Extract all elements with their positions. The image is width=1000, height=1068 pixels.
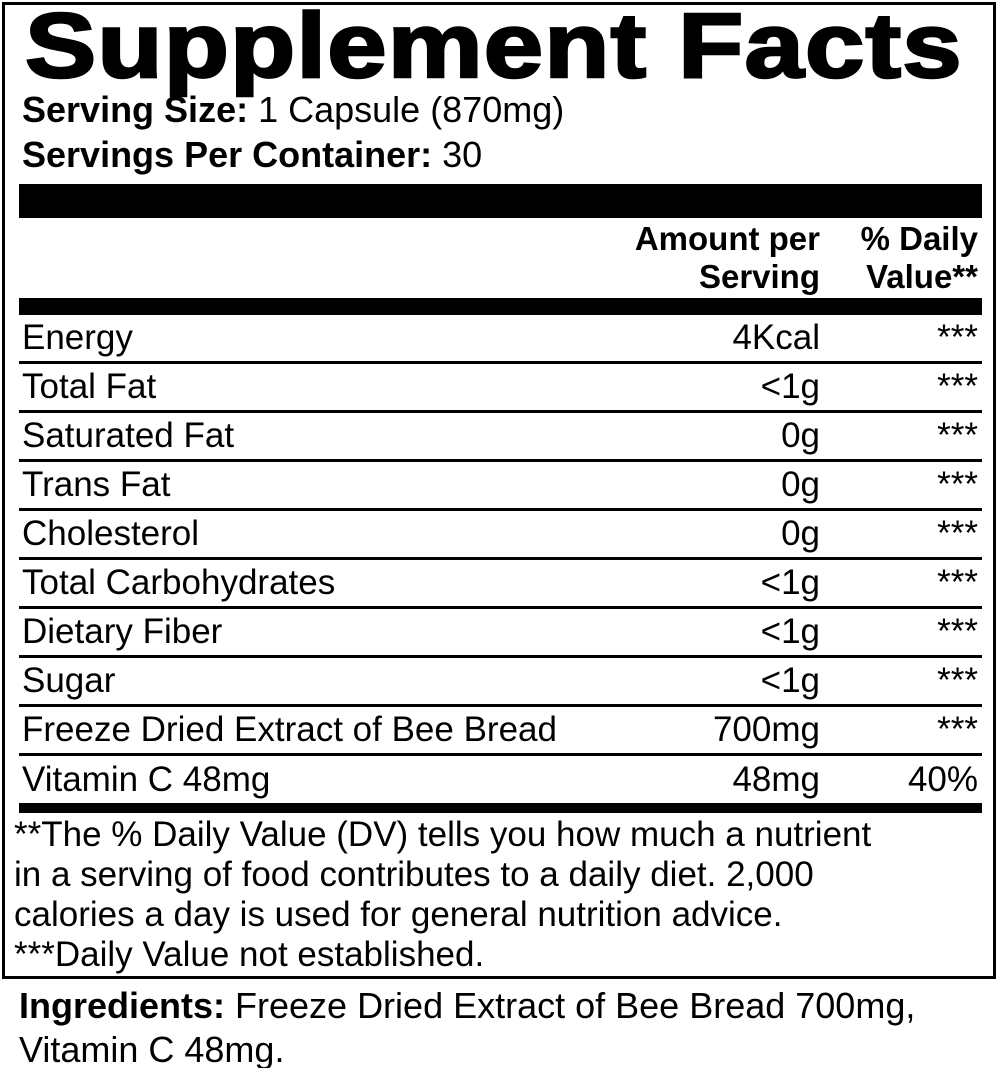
row-amount: <1g	[760, 661, 820, 700]
table-row: Freeze Dried Extract of Bee Bread 700mg …	[19, 707, 982, 756]
table-row: Total Carbohydrates <1g ***	[19, 560, 982, 609]
servings-per-container-label: Servings Per Container:	[22, 134, 433, 175]
column-headers: Amount per Serving % Daily Value**	[19, 218, 982, 298]
row-label: Cholesterol	[22, 514, 200, 553]
table-row: Cholesterol 0g ***	[19, 511, 982, 560]
row-label: Total Fat	[22, 367, 157, 406]
row-amount: 4Kcal	[732, 318, 820, 357]
thick-divider-middle	[19, 298, 982, 315]
row-amount: <1g	[760, 367, 820, 406]
row-amount: 700mg	[712, 710, 820, 749]
table-row: Vitamin C 48mg 48mg 40%	[19, 756, 982, 803]
serving-info: Serving Size: 1 Capsule (870mg) Servings…	[5, 87, 993, 177]
row-dv: ***	[937, 710, 978, 749]
nutrient-rows: Energy 4Kcal *** Total Fat <1g *** Satur…	[19, 315, 982, 803]
row-label: Trans Fat	[22, 465, 171, 504]
servings-per-container-line: Servings Per Container: 30	[22, 132, 993, 177]
supplement-facts-panel: Supplement Facts Serving Size: 1 Capsule…	[2, 0, 996, 979]
ingredients-label: Ingredients:	[19, 985, 226, 1026]
table-row: Dietary Fiber <1g ***	[19, 609, 982, 658]
table-row: Saturated Fat 0g ***	[19, 413, 982, 462]
row-amount: 0g	[781, 416, 820, 455]
table-row: Total Fat <1g ***	[19, 364, 982, 413]
row-amount: 48mg	[732, 759, 820, 799]
ingredients-line2: Vitamin C 48mg.	[19, 1029, 285, 1068]
row-dv: ***	[937, 367, 978, 406]
row-label: Dietary Fiber	[22, 612, 223, 651]
dv-header-line1: % Daily	[860, 220, 978, 257]
daily-value-header: % Daily Value**	[820, 220, 982, 296]
row-amount: 0g	[781, 465, 820, 504]
amount-header-line1: Amount per	[634, 220, 820, 257]
amount-per-serving-header: Amount per Serving	[620, 220, 820, 296]
ingredients-line1-text: Freeze Dried Extract of Bee Bread 700mg,	[225, 985, 916, 1026]
serving-size-value: 1 Capsule (870mg)	[248, 89, 565, 130]
servings-per-container-value: 30	[432, 134, 483, 175]
footnote: **The % Daily Value (DV) tells you how m…	[5, 813, 993, 975]
panel-title: Supplement Facts	[24, 0, 963, 97]
row-dv: ***	[937, 416, 978, 455]
row-amount: 0g	[781, 514, 820, 553]
row-dv: ***	[937, 661, 978, 700]
footnote-line: calories a day is used for general nutri…	[14, 895, 783, 934]
row-dv: 40%	[907, 759, 978, 799]
footnote-line: ***Daily Value not established.	[14, 935, 485, 974]
footnote-line: in a serving of food contributes to a da…	[14, 855, 814, 894]
row-dv: ***	[937, 318, 978, 357]
row-amount: <1g	[760, 612, 820, 651]
row-dv: ***	[937, 465, 978, 504]
table-row: Sugar <1g ***	[19, 658, 982, 707]
row-dv: ***	[937, 612, 978, 651]
row-label: Energy	[22, 318, 133, 357]
table-row: Trans Fat 0g ***	[19, 462, 982, 511]
row-amount: <1g	[760, 563, 820, 602]
row-label: Vitamin C 48mg	[22, 759, 271, 799]
thick-divider-top	[19, 184, 982, 218]
table-row: Energy 4Kcal ***	[19, 315, 982, 364]
row-label: Sugar	[22, 661, 116, 700]
serving-size-label: Serving Size:	[22, 89, 249, 130]
amount-header-line2: Serving	[698, 258, 820, 295]
ingredients-section: Ingredients: Freeze Dried Extract of Bee…	[19, 984, 981, 1068]
row-dv: ***	[937, 514, 978, 553]
footnote-line: **The % Daily Value (DV) tells you how m…	[14, 815, 872, 854]
dv-header-line2: Value**	[866, 258, 978, 295]
row-label: Saturated Fat	[22, 416, 235, 455]
row-label: Total Carbohydrates	[22, 563, 336, 602]
serving-size-line: Serving Size: 1 Capsule (870mg)	[22, 87, 993, 132]
row-label: Freeze Dried Extract of Bee Bread	[22, 710, 557, 749]
ingredients-line1: Ingredients: Freeze Dried Extract of Bee…	[19, 984, 981, 1028]
thick-divider-bottom	[19, 803, 982, 813]
row-dv: ***	[937, 563, 978, 602]
